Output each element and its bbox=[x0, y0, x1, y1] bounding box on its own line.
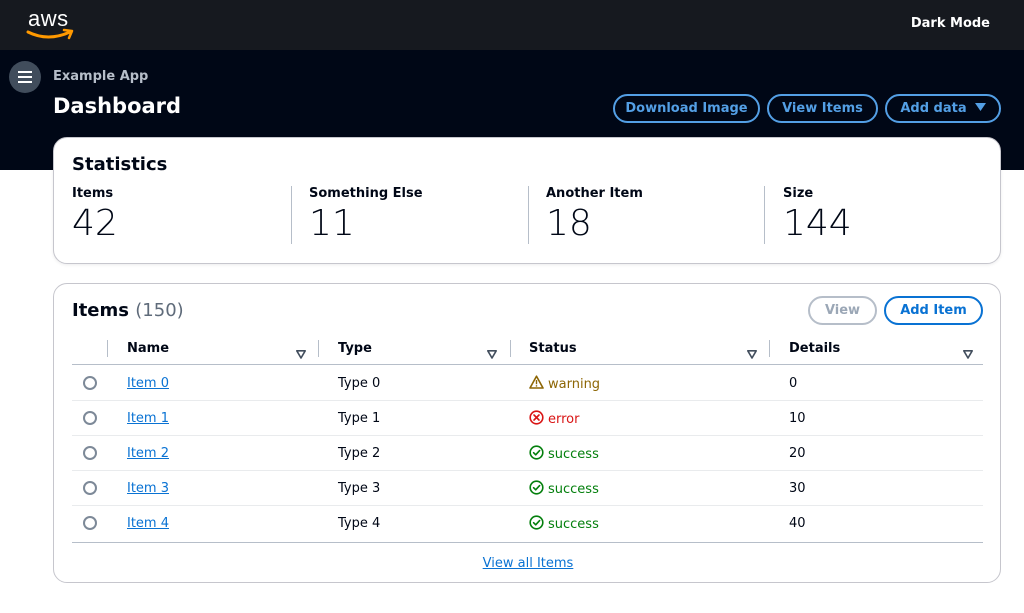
item-name-link[interactable]: Item 3 bbox=[127, 481, 169, 496]
item-name-link[interactable]: Item 4 bbox=[127, 516, 169, 531]
item-details: 20 bbox=[789, 446, 806, 461]
view-all-items-link[interactable]: View all Items bbox=[482, 556, 574, 571]
sort-caret-icon[interactable] bbox=[296, 344, 306, 363]
column-separator[interactable] bbox=[769, 340, 770, 357]
stat-value: 42 bbox=[72, 203, 118, 244]
stat-value: 11 bbox=[309, 203, 355, 244]
status-text: warning bbox=[548, 376, 601, 392]
item-type: Type 4 bbox=[338, 516, 381, 531]
table-row[interactable]: Item 1 Type 1 error 10 bbox=[72, 401, 983, 436]
aws-logo[interactable]: aws bbox=[26, 6, 86, 42]
stat-value: 144 bbox=[783, 203, 852, 244]
column-header-type[interactable]: Type bbox=[338, 341, 372, 356]
status-text: success bbox=[548, 447, 599, 462]
top-navigation: aws Dark Mode bbox=[0, 0, 1024, 50]
caret-down-icon bbox=[974, 101, 986, 116]
column-separator bbox=[107, 340, 108, 357]
aws-smile-arrow-icon bbox=[26, 28, 74, 40]
success-circle-check-icon bbox=[529, 515, 544, 534]
stat-label: Size bbox=[783, 186, 814, 201]
stat-label: Another Item bbox=[546, 186, 643, 201]
table-row[interactable]: Item 3 Type 3 success 30 bbox=[72, 471, 983, 506]
item-details: 10 bbox=[789, 411, 806, 426]
logo-text: aws bbox=[28, 6, 69, 31]
item-type: Type 0 bbox=[338, 376, 381, 391]
row-select-radio[interactable] bbox=[83, 376, 97, 390]
items-table-title: Items (150) bbox=[72, 300, 184, 321]
item-type: Type 2 bbox=[338, 446, 381, 461]
status-text: error bbox=[548, 412, 580, 427]
item-name-link[interactable]: Item 2 bbox=[127, 446, 169, 461]
statistics-title: Statistics bbox=[72, 154, 168, 175]
item-status: success bbox=[529, 480, 599, 499]
download-image-button[interactable]: Download Image bbox=[613, 94, 760, 123]
page-title: Dashboard bbox=[53, 94, 182, 118]
hamburger-icon bbox=[18, 68, 32, 87]
column-separator[interactable] bbox=[510, 340, 511, 357]
row-select-radio[interactable] bbox=[83, 446, 97, 460]
items-count: (150) bbox=[135, 300, 184, 321]
table-row[interactable]: Item 4 Type 4 success 40 bbox=[72, 506, 983, 541]
view-all-footer: View all Items bbox=[54, 556, 1002, 571]
stat-value: 18 bbox=[546, 203, 592, 244]
item-status: success bbox=[529, 515, 599, 534]
stat-divider bbox=[764, 186, 765, 244]
column-header-name[interactable]: Name bbox=[127, 341, 170, 356]
table-row[interactable]: Item 0 Type 0 warning 0 bbox=[72, 366, 983, 401]
row-select-radio[interactable] bbox=[83, 411, 97, 425]
success-circle-check-icon bbox=[529, 445, 544, 464]
view-items-button[interactable]: View Items bbox=[767, 94, 878, 123]
item-name-link[interactable]: Item 1 bbox=[127, 411, 169, 426]
stat-divider bbox=[291, 186, 292, 244]
sort-caret-icon[interactable] bbox=[487, 344, 497, 363]
statistics-card: Statistics Items 42 Something Else 11 An… bbox=[53, 137, 1001, 264]
row-select-radio[interactable] bbox=[83, 516, 97, 530]
item-status: success bbox=[529, 445, 599, 464]
item-details: 30 bbox=[789, 481, 806, 496]
view-item-button[interactable]: View bbox=[808, 296, 877, 325]
item-status: warning bbox=[529, 375, 600, 393]
status-text: success bbox=[548, 517, 599, 532]
item-details: 0 bbox=[789, 376, 798, 391]
stat-divider bbox=[528, 186, 529, 244]
stat-something-else: Something Else 11 bbox=[309, 186, 423, 246]
success-circle-check-icon bbox=[529, 480, 544, 499]
stat-another-item: Another Item 18 bbox=[546, 186, 643, 246]
item-type: Type 1 bbox=[338, 411, 381, 426]
stat-size: Size 144 bbox=[783, 186, 852, 246]
dark-mode-toggle[interactable]: Dark Mode bbox=[910, 16, 990, 31]
table-row[interactable]: Item 2 Type 2 success 20 bbox=[72, 436, 983, 471]
add-item-button[interactable]: Add Item bbox=[884, 296, 983, 325]
stat-items: Items 42 bbox=[72, 186, 118, 246]
warning-triangle-icon bbox=[529, 375, 544, 393]
add-data-label: Add data bbox=[900, 101, 967, 116]
sort-caret-icon[interactable] bbox=[963, 344, 973, 363]
items-table-card: Items (150) View Add Item Name Type Stat… bbox=[53, 283, 1001, 583]
item-details: 40 bbox=[789, 516, 806, 531]
item-type: Type 3 bbox=[338, 481, 381, 496]
items-title-text: Items bbox=[72, 300, 129, 321]
table-bottom-divider bbox=[72, 542, 983, 543]
table-header: Name Type Status Details bbox=[72, 334, 983, 365]
column-separator[interactable] bbox=[318, 340, 319, 357]
column-header-status[interactable]: Status bbox=[529, 341, 577, 356]
column-header-details[interactable]: Details bbox=[789, 341, 841, 356]
item-status: error bbox=[529, 410, 579, 429]
stat-label: Items bbox=[72, 186, 114, 201]
row-select-radio[interactable] bbox=[83, 481, 97, 495]
app-name-breadcrumb[interactable]: Example App bbox=[53, 69, 149, 84]
status-text: success bbox=[548, 482, 599, 497]
menu-button[interactable] bbox=[9, 61, 41, 93]
sort-caret-icon[interactable] bbox=[747, 344, 757, 363]
error-circle-x-icon bbox=[529, 410, 544, 429]
stat-label: Something Else bbox=[309, 186, 423, 201]
item-name-link[interactable]: Item 0 bbox=[127, 376, 169, 391]
add-data-dropdown-button[interactable]: Add data bbox=[885, 94, 1001, 123]
